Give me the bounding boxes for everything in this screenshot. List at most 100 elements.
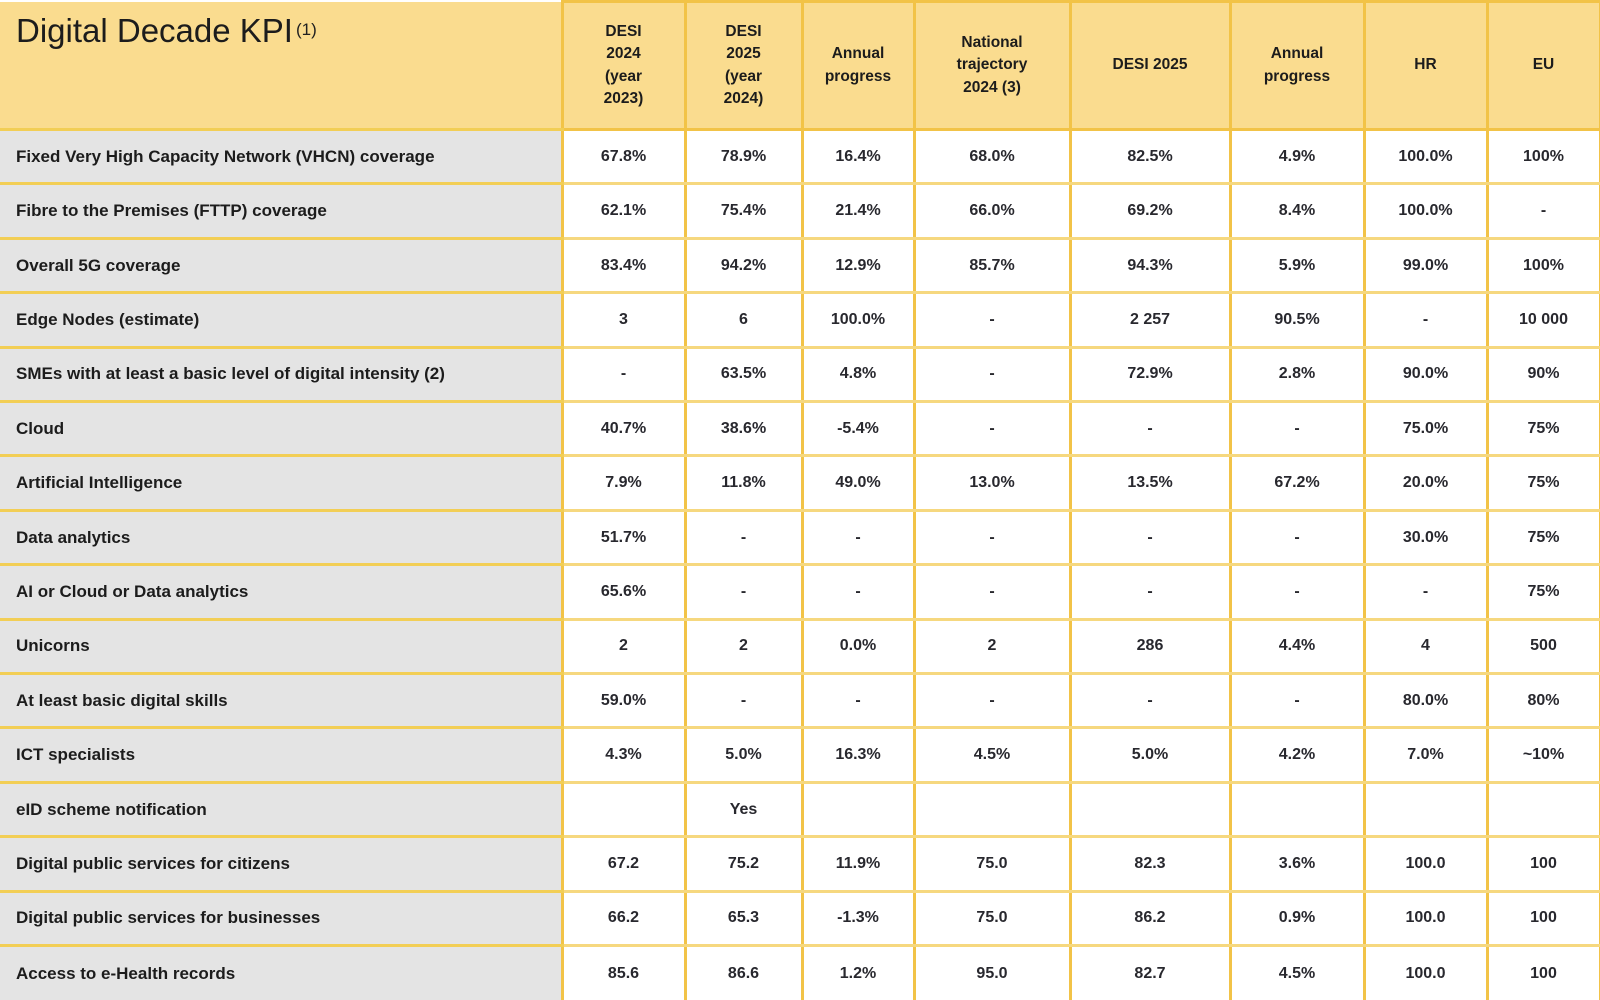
value-cell: 286 [1068, 617, 1232, 676]
value-cell: 4.9% [1228, 127, 1366, 186]
value-cell: 5.9% [1228, 236, 1366, 295]
table-row: eID scheme notification Yes [0, 780, 1600, 839]
value-cell: 4 [1362, 617, 1489, 676]
value-cell: - [912, 508, 1072, 567]
value-cell: 49.0% [800, 454, 916, 512]
value-cell: 100.0 [1362, 889, 1489, 948]
table-row: Overall 5G coverage 83.4% 94.2% 12.9% 85.7% 9… [0, 236, 1600, 295]
value-cell: 94.2% [683, 236, 804, 295]
row-label: At least basic digital skills [0, 672, 564, 730]
value-cell: - [1228, 563, 1366, 621]
value-cell: - [912, 400, 1072, 458]
value-cell: 20.0% [1362, 454, 1489, 512]
value-cell: 6 [683, 291, 804, 349]
value-cell: 80% [1485, 672, 1600, 730]
value-cell: 69.2% [1068, 182, 1232, 240]
page-title: Digital Decade KPI [16, 11, 293, 49]
table-row: Edge Nodes (estimate) 3 6 100.0% -2 257 90.5%… [0, 291, 1600, 349]
value-cell: - [1068, 563, 1232, 621]
column-header-5: DESI 2025 [1068, 0, 1232, 131]
value-cell: 4.5% [912, 726, 1072, 784]
value-cell: 82.5% [1068, 127, 1232, 186]
value-cell: 75.0% [1362, 400, 1489, 458]
value-cell: -5.4% [800, 400, 916, 458]
value-cell: 16.4% [800, 127, 916, 186]
row-label: Edge Nodes (estimate) [0, 291, 564, 349]
value-cell: 62.1% [560, 182, 687, 240]
value-cell: 16.3% [800, 726, 916, 784]
value-cell: - [683, 508, 804, 567]
value-cell: 66.0% [912, 182, 1072, 240]
row-label: Fixed Very High Capacity Network (VHCN) … [0, 127, 564, 186]
value-cell: - [1228, 672, 1366, 730]
value-cell: 82.7 [1068, 944, 1232, 1000]
value-cell: 86.6 [683, 944, 804, 1000]
column-header-1: DESI 2024 (year 2023) [560, 0, 687, 131]
value-cell: 30.0% [1362, 508, 1489, 567]
value-cell [800, 780, 916, 839]
value-cell: 8.4% [1228, 182, 1366, 240]
column-header-8: EU [1485, 0, 1600, 131]
value-cell: 63.5% [683, 345, 804, 404]
value-cell [912, 780, 1072, 839]
value-cell: 4.4% [1228, 617, 1366, 676]
value-cell: 100 [1485, 835, 1600, 893]
value-cell: - [800, 563, 916, 621]
value-cell: - [800, 672, 916, 730]
value-cell: - [1068, 672, 1232, 730]
row-label: Data analytics [0, 508, 564, 567]
value-cell: - [800, 508, 916, 567]
value-cell: - [912, 291, 1072, 349]
value-cell: - [1362, 291, 1489, 349]
row-label: AI or Cloud or Data analytics [0, 563, 564, 621]
value-cell: 100.0 [1362, 835, 1489, 893]
value-cell: - [683, 563, 804, 621]
value-cell: 90.5% [1228, 291, 1366, 349]
table-row: At least basic digital skills 59.0% - - - - -8… [0, 672, 1600, 730]
value-cell: 4.5% [1228, 944, 1366, 1000]
value-cell: 0.9% [1228, 889, 1366, 948]
value-cell: 75% [1485, 563, 1600, 621]
value-cell: 75.0 [912, 835, 1072, 893]
value-cell: 4.3% [560, 726, 687, 784]
value-cell: 100.0 [1362, 944, 1489, 1000]
column-header-3: Annual progress [800, 0, 916, 131]
table-row: Cloud 40.7% 38.6% -5.4% - - -75.0% 75% [0, 400, 1600, 458]
value-cell: 13.5% [1068, 454, 1232, 512]
value-cell: 21.4% [800, 182, 916, 240]
value-cell: - [1485, 182, 1600, 240]
value-cell: 75% [1485, 400, 1600, 458]
value-cell [560, 780, 687, 839]
value-cell: 5.0% [683, 726, 804, 784]
row-label: SMEs with at least a basic level of digi… [0, 345, 564, 404]
value-cell [1228, 780, 1366, 839]
row-label: Unicorns [0, 617, 564, 676]
value-cell: 7.0% [1362, 726, 1489, 784]
value-cell: 90.0% [1362, 345, 1489, 404]
value-cell: 67.8% [560, 127, 687, 186]
value-cell: 67.2 [560, 835, 687, 893]
value-cell: - [683, 672, 804, 730]
table-row: Digital public services for citizens 67.2… [0, 835, 1600, 893]
value-cell: 72.9% [1068, 345, 1232, 404]
value-cell: 59.0% [560, 672, 687, 730]
value-cell: - [1228, 508, 1366, 567]
value-cell: - [1068, 400, 1232, 458]
value-cell: - [560, 345, 687, 404]
header-row: Digital Decade KPI (1) DESI 2024 (year 20… [0, 0, 1600, 131]
value-cell: 100.0% [800, 291, 916, 349]
value-cell: - [912, 345, 1072, 404]
value-cell: 75.0 [912, 889, 1072, 948]
value-cell: Yes [683, 780, 804, 839]
row-label: Cloud [0, 400, 564, 458]
value-cell: 85.7% [912, 236, 1072, 295]
value-cell: 10 000 [1485, 291, 1600, 349]
row-label: Digital public services for citizens [0, 835, 564, 893]
value-cell: - [1362, 563, 1489, 621]
value-cell: 7.9% [560, 454, 687, 512]
value-cell: 85.6 [560, 944, 687, 1000]
value-cell: 0.0% [800, 617, 916, 676]
value-cell: 1.2% [800, 944, 916, 1000]
value-cell: 82.3 [1068, 835, 1232, 893]
